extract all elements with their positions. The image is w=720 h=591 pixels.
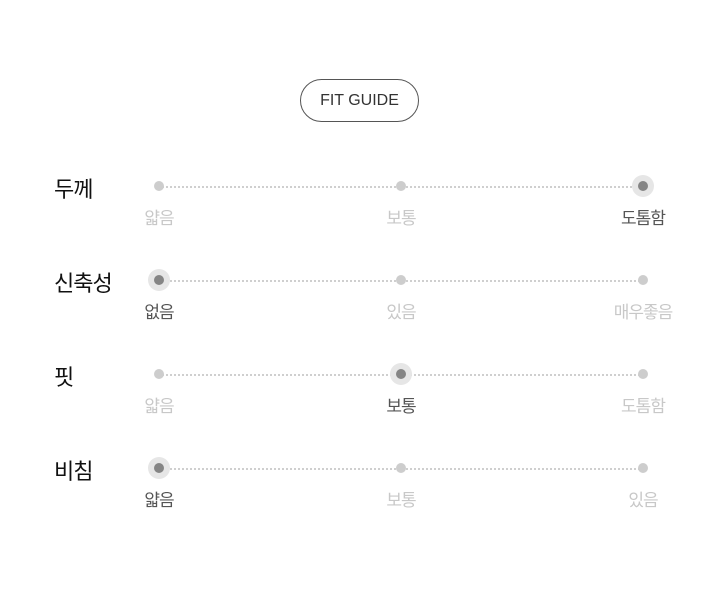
fit-row-title: 신축성 [54, 272, 113, 297]
fit-row-title: 비침 [54, 460, 93, 485]
fit-option-dot[interactable] [396, 369, 406, 379]
fit-row: 비침 얇음 보통 있음 [0, 460, 720, 528]
fit-row-title: 핏 [54, 366, 74, 391]
fit-option-label: 보통 [386, 491, 416, 511]
fit-option-label: 있음 [628, 491, 658, 511]
fit-option-dot[interactable] [396, 463, 406, 473]
fit-option-dot[interactable] [154, 275, 164, 285]
fit-row: 신축성 없음 있음 매우좋음 [0, 272, 720, 340]
fit-option-label: 보통 [386, 397, 416, 417]
fit-option-label: 얇음 [144, 491, 174, 511]
fit-row: 핏 얇음 보통 도톰함 [0, 366, 720, 434]
fit-option-label: 얇음 [144, 209, 174, 229]
fit-option-dot[interactable] [154, 181, 164, 191]
fit-option-label: 도톰함 [621, 209, 666, 229]
fit-option-dot[interactable] [638, 463, 648, 473]
fit-option-label: 있음 [386, 303, 416, 323]
fit-option-dot[interactable] [154, 369, 164, 379]
fit-option-label: 얇음 [144, 397, 174, 417]
fit-guide-button[interactable]: FIT GUIDE [300, 79, 419, 122]
fit-option-dot[interactable] [396, 181, 406, 191]
fit-option-label: 없음 [144, 303, 174, 323]
fit-option-dot[interactable] [638, 181, 648, 191]
fit-option-dot[interactable] [154, 463, 164, 473]
fit-option-label: 보통 [386, 209, 416, 229]
fit-row: 두께 얇음 보통 도톰함 [0, 178, 720, 246]
fit-option-dot[interactable] [638, 369, 648, 379]
fit-option-dot[interactable] [396, 275, 406, 285]
fit-option-dot[interactable] [638, 275, 648, 285]
fit-row-title: 두께 [54, 178, 93, 203]
fit-option-label: 매우좋음 [613, 303, 674, 323]
fit-option-label: 도톰함 [621, 397, 666, 417]
